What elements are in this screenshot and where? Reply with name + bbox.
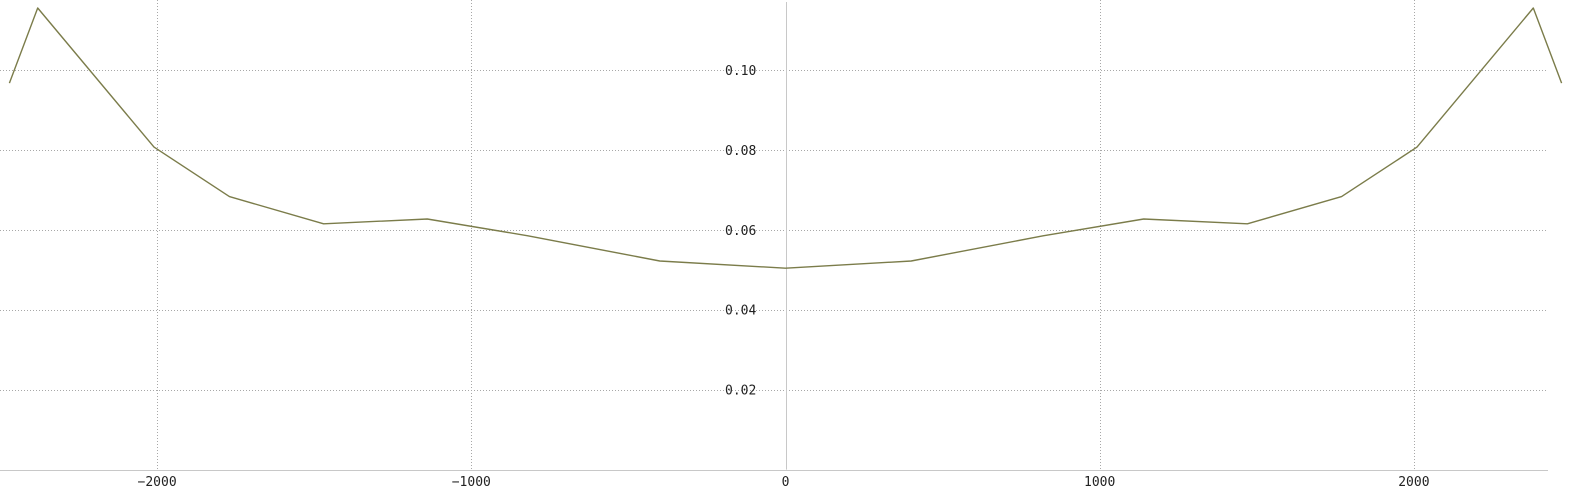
x-tick-label-4: 2000 bbox=[1398, 475, 1429, 490]
tick-labels: −2000 −1000 0 1000 2000 0.02 0.04 0.06 0.08 0.10 bbox=[138, 64, 1430, 490]
y-tick-label-0: 0.02 bbox=[725, 384, 756, 399]
y-tick-label-4: 0.10 bbox=[725, 64, 756, 79]
series-line-0 bbox=[8, 7, 1563, 269]
x-tick-label-1: −1000 bbox=[452, 475, 491, 490]
y-tick-label-2: 0.06 bbox=[725, 224, 756, 239]
y-tick-label-3: 0.08 bbox=[725, 144, 756, 159]
y-tick-label-1: 0.04 bbox=[725, 304, 756, 319]
axes bbox=[0, 2, 1548, 471]
x-tick-label-2: 0 bbox=[782, 475, 790, 490]
series bbox=[8, 7, 1563, 269]
grid bbox=[0, 0, 1548, 470]
x-tick-label-0: −2000 bbox=[138, 475, 177, 490]
x-tick-label-3: 1000 bbox=[1084, 475, 1115, 490]
